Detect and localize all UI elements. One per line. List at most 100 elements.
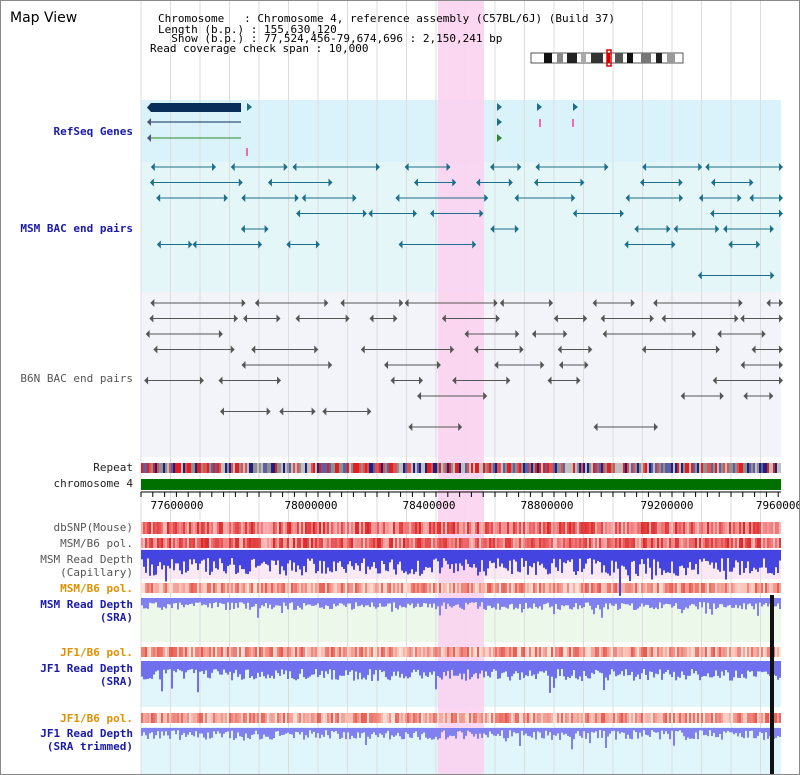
jf1-pol2-cell [697,713,699,723]
msm-read-depth-capillary-label[interactable]: MSM Read Depth [40,553,133,566]
msm-pol-cell [667,538,669,548]
msm-pol2-cell [429,583,431,593]
msm-depth-cap-bar [531,550,533,568]
jf1-pol-cell [757,647,759,657]
jf1-b6-pol-label[interactable]: JF1/B6 pol. [60,646,133,659]
msm-pol2-cell [555,583,557,593]
jf1-depth-trim-bar [579,728,581,736]
msm-depth-cap-bar [289,550,291,561]
msm-depth-sra-bar [597,598,599,605]
msm-pol-cell [441,538,443,548]
msm-depth-cap-bar [521,550,523,559]
jf1-depth-trim-bar [589,728,591,744]
dbsnp-cell [375,522,377,534]
msm-depth-cap-bar [777,550,779,574]
msm-b6-pol-label[interactable]: MSM/B6 pol. [60,537,133,550]
dbsnp-cell [425,522,427,534]
msm-depth-cap-bar [319,550,321,561]
dbsnp-cell [707,522,709,534]
jf1-depth-trim-bar [413,728,415,734]
msm-bac-label[interactable]: MSM BAC end pairs [20,222,133,235]
msm-depth-sra-bar [487,598,489,606]
repeat-segment [429,463,431,473]
jf1-pol-cell [303,647,305,657]
b6n-bac-end [360,345,365,354]
b6n-bac-end [384,361,389,369]
jf1-read-depth-trimmed-label[interactable]: JF1 Read Depth [40,727,133,740]
msm-read-depth-sra-label[interactable]: MSM Read Depth [40,598,133,611]
msm-depth-sra-bar [263,598,265,607]
jf1-pol2-cell [693,713,695,723]
dbsnp-cell [409,522,411,534]
refseq-genes-label[interactable]: RefSeq Genes [53,125,133,138]
dbsnp-label[interactable]: dbSNP(Mouse) [53,521,133,534]
jf1-depth-trim-bar [657,728,659,733]
msm-depth-sra-bar [241,598,243,603]
b6n-bac-label[interactable]: B6N BAC end pairs [20,372,133,385]
dbsnp-cell [405,522,407,534]
repeat-segment [239,463,241,473]
repeat-segment [293,463,295,473]
dbsnp-cell [503,522,505,534]
jf1-depth-sra-bar [367,661,369,675]
dbsnp-cell [317,522,319,534]
jf1-depth-sra-bar [295,661,297,681]
msm-b6-pol-2-label[interactable]: MSM/B6 pol. [60,582,133,595]
msm-depth-cap-bar [279,550,281,575]
dbsnp-cell [337,522,339,534]
jf1-depth-trim-bar [779,728,781,737]
jf1-pol2-cell [535,713,537,723]
repeat-segment [363,463,365,473]
jf1-pol-cell [195,647,197,657]
jf1-depth-trim-bar [699,728,701,731]
msm-pol2-cell [517,583,519,593]
msm-pol-cell [527,538,529,548]
jf1-pol-cell [715,647,717,657]
dbsnp-cell [341,522,343,534]
jf1-depth-sra-bar [351,661,353,671]
jf1-pol-cell [591,647,593,657]
jf1-pol-cell [415,647,417,657]
msm-depth-sra-bar [357,598,359,607]
jf1-pol-cell [485,647,487,657]
repeat-segment [207,463,209,473]
msm-depth-sra-bar [675,598,677,604]
jf1-pol-cell [433,647,435,657]
msm-bac-end [749,178,754,187]
msm-depth-cap-bar [463,550,465,571]
msm-depth-sra-bar [347,598,349,604]
msm-depth-cap-bar [193,550,195,560]
jf1-pol-cell [637,647,639,657]
msm-depth-cap-bar [423,550,425,571]
ideogram-band [567,53,577,63]
msm-depth-sra-bar [755,598,757,604]
repeat-segment [779,463,781,473]
msm-depth-cap-bar [611,550,613,561]
msm-depth-cap-bar [465,550,467,560]
msm-pol2-cell [189,583,191,593]
msm-depth-cap-bar [647,550,649,559]
jf1-depth-sra-bar [361,661,363,680]
repeat-segment [337,463,339,473]
jf1-depth-trim-bar [481,728,483,738]
jf1-b6-pol-2-label[interactable]: JF1/B6 pol. [60,712,133,725]
jf1-depth-trim-bar [473,728,475,737]
jf1-pol2-cell [251,713,253,723]
dbsnp-cell [605,522,607,534]
msm-depth-cap-bar [451,550,453,565]
repeat-segment [457,463,459,473]
jf1-depth-trim-bar [291,728,293,735]
jf1-read-depth-sra-label[interactable]: JF1 Read Depth [40,662,133,675]
jf1-depth-sra-bar [507,661,509,677]
msm-pol-cell [169,538,171,548]
dbsnp-cell [667,522,669,534]
msm-bac-end [710,209,715,218]
dbsnp-cell [221,522,223,534]
msm-depth-sra-bar [181,598,183,605]
jf1-pol-cell [577,647,579,657]
jf1-depth-trim-bar [679,728,681,731]
jf1-depth-trim-bar [597,728,599,739]
msm-pol-cell [771,538,773,548]
